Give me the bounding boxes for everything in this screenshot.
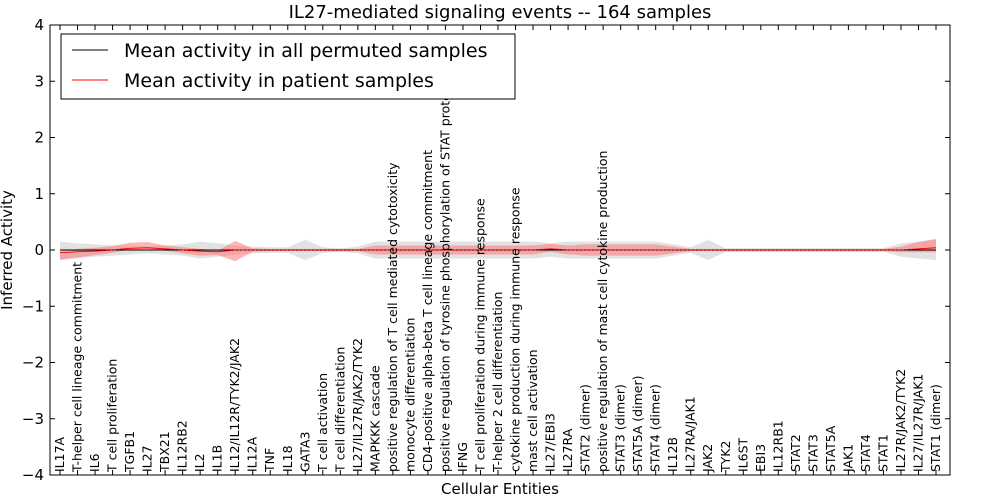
y-tick-label: −4 xyxy=(22,466,44,484)
legend: Mean activity in all permuted samples Me… xyxy=(60,33,516,100)
x-tick-label: IL27RA/JAK1 xyxy=(683,396,698,472)
x-tick-label: IL1B xyxy=(210,445,225,472)
x-tick-label: IL27R/JAK2/TYK2 xyxy=(893,369,908,472)
x-axis-ticks: IL17A T-helper cell lineage commitment IL6… xyxy=(52,25,943,475)
x-tick-label: JAK2 xyxy=(700,444,715,473)
y-tick-label: 4 xyxy=(34,16,44,34)
x-tick-label: IL12/IL12R/TYK2/JAK2 xyxy=(227,338,242,472)
x-tick-label: TNF xyxy=(262,448,277,473)
x-tick-label: IL6 xyxy=(87,453,102,472)
x-tick-label: T-helper 2 cell differentiation xyxy=(490,292,505,473)
x-tick-label: IL12RB1 xyxy=(770,420,785,472)
y-axis-ticks: −4 −3 −2 −1 0 1 2 3 4 xyxy=(22,16,950,484)
x-tick-label: IL27/IL27R/JAK1 xyxy=(910,374,925,472)
chart-title: IL27-mediated signaling events -- 164 sa… xyxy=(289,2,712,23)
x-tick-label: JAK1 xyxy=(840,444,855,473)
series-line-layer xyxy=(59,247,937,254)
x-tick-label: TBX21 xyxy=(157,431,172,473)
legend-label-patient: Mean activity in patient samples xyxy=(124,70,434,92)
x-tick-label: IL27/IL27R/JAK2/TYK2 xyxy=(350,338,365,472)
x-tick-label: IL12A xyxy=(245,436,260,472)
x-tick-label: CD4-positive alpha-beta T cell lineage c… xyxy=(420,150,435,472)
x-tick-label: IL27RA xyxy=(560,428,575,472)
y-tick-label: −3 xyxy=(22,410,44,428)
x-tick-label: EBI3 xyxy=(753,444,768,472)
y-tick-label: −2 xyxy=(22,354,44,372)
x-tick-label: STAT2 (dimer) xyxy=(578,384,593,472)
y-tick-label: 3 xyxy=(34,72,44,90)
series-line-1 xyxy=(59,247,937,254)
x-tick-label: T cell differentiation xyxy=(332,347,347,473)
x-tick-label: STAT1 (dimer) xyxy=(928,384,943,472)
x-tick-label: positive regulation of mast cell cytokin… xyxy=(595,151,610,472)
x-tick-label: monocyte differentiation xyxy=(402,318,417,472)
x-tick-label: IL12B xyxy=(665,437,680,472)
x-tick-label: mast cell activation xyxy=(525,349,540,472)
x-tick-label: STAT5A xyxy=(823,425,838,472)
x-tick-label: STAT3 (dimer) xyxy=(613,384,628,472)
x-tick-label: IL18 xyxy=(280,445,295,472)
x-tick-label: IFNG xyxy=(455,442,470,472)
legend-label-permuted: Mean activity in all permuted samples xyxy=(124,40,487,62)
x-tick-label: IL6ST xyxy=(735,437,750,472)
y-tick-label: 1 xyxy=(34,185,44,203)
x-tick-label: TYK2 xyxy=(718,441,733,473)
x-tick-label: IL2 xyxy=(192,453,207,472)
y-tick-label: 2 xyxy=(34,129,44,147)
x-tick-label: STAT2 xyxy=(788,434,803,472)
x-tick-label: TGFB1 xyxy=(122,431,137,473)
x-tick-label: T-helper cell lineage commitment xyxy=(70,262,85,473)
plot-area: −4 −3 −2 −1 0 1 2 3 4 IL17A T-helper cell lineage… xyxy=(22,16,951,484)
y-axis-label: Inferred Activity xyxy=(0,190,16,310)
x-tick-label: GATA3 xyxy=(297,432,312,472)
x-tick-label: IL27 xyxy=(140,445,155,472)
x-tick-label: IL17A xyxy=(52,436,67,472)
x-tick-label: T cell activation xyxy=(315,373,330,473)
y-tick-label: −1 xyxy=(22,297,44,315)
x-tick-label: positive regulation of T cell mediated c… xyxy=(385,162,400,472)
x-tick-label: T cell proliferation during immune respo… xyxy=(472,198,487,473)
x-tick-label: MAPKKK cascade xyxy=(367,365,382,472)
x-axis-label: Cellular Entities xyxy=(441,480,559,498)
x-tick-label: STAT4 xyxy=(858,434,873,472)
x-tick-label: positive regulation of tyrosine phosphor… xyxy=(437,82,452,472)
x-tick-label: cytokine production during immune respon… xyxy=(508,187,523,472)
x-tick-label: STAT1 xyxy=(875,434,890,472)
x-tick-label: IL12RB2 xyxy=(175,420,190,472)
y-tick-label: 0 xyxy=(34,241,44,259)
x-tick-label: T cell proliferation xyxy=(105,359,120,473)
legend-box xyxy=(60,33,516,100)
x-tick-label: STAT3 xyxy=(805,434,820,472)
x-tick-label: IL27/EBI3 xyxy=(543,413,558,472)
x-tick-label: STAT5A (dimer) xyxy=(630,376,645,472)
x-tick-label: STAT4 (dimer) xyxy=(648,384,663,472)
